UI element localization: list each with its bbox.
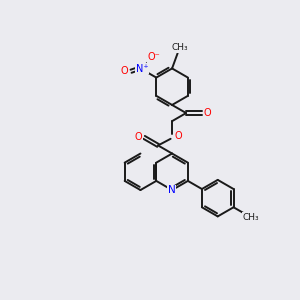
Text: CH₃: CH₃ bbox=[171, 44, 188, 52]
Text: O: O bbox=[135, 132, 142, 142]
Text: O: O bbox=[175, 131, 182, 141]
Text: CH₃: CH₃ bbox=[243, 213, 260, 222]
Text: O: O bbox=[204, 108, 212, 118]
Text: N⁺: N⁺ bbox=[136, 64, 148, 74]
Text: N: N bbox=[168, 185, 176, 195]
Text: O: O bbox=[121, 66, 128, 76]
Text: O⁻: O⁻ bbox=[147, 52, 160, 62]
